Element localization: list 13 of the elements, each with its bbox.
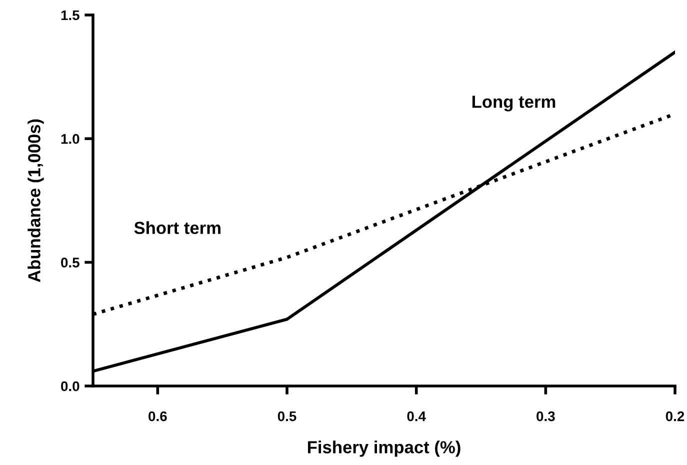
y-tick-label: 1.5 (61, 10, 80, 20)
text: Short term (134, 221, 220, 234)
x-axis-title: Fishery impact (%) (308, 440, 460, 457)
x-tick-label: 0.6 (148, 411, 167, 422)
x-tick-label: 0.2 (666, 411, 684, 422)
y-tick-label: 1.0 (61, 134, 80, 144)
x-tick-label: 0.5 (278, 411, 296, 422)
x-tick-label: 0.3 (536, 411, 555, 422)
y-tick-label: 0.5 (61, 258, 80, 268)
series-label: Long term (472, 96, 556, 112)
y-axis-title: Abundance (1,000s) (28, 119, 44, 282)
y-tick-label: 0.0 (61, 381, 80, 392)
x-tick-label: 0.4 (407, 411, 426, 422)
